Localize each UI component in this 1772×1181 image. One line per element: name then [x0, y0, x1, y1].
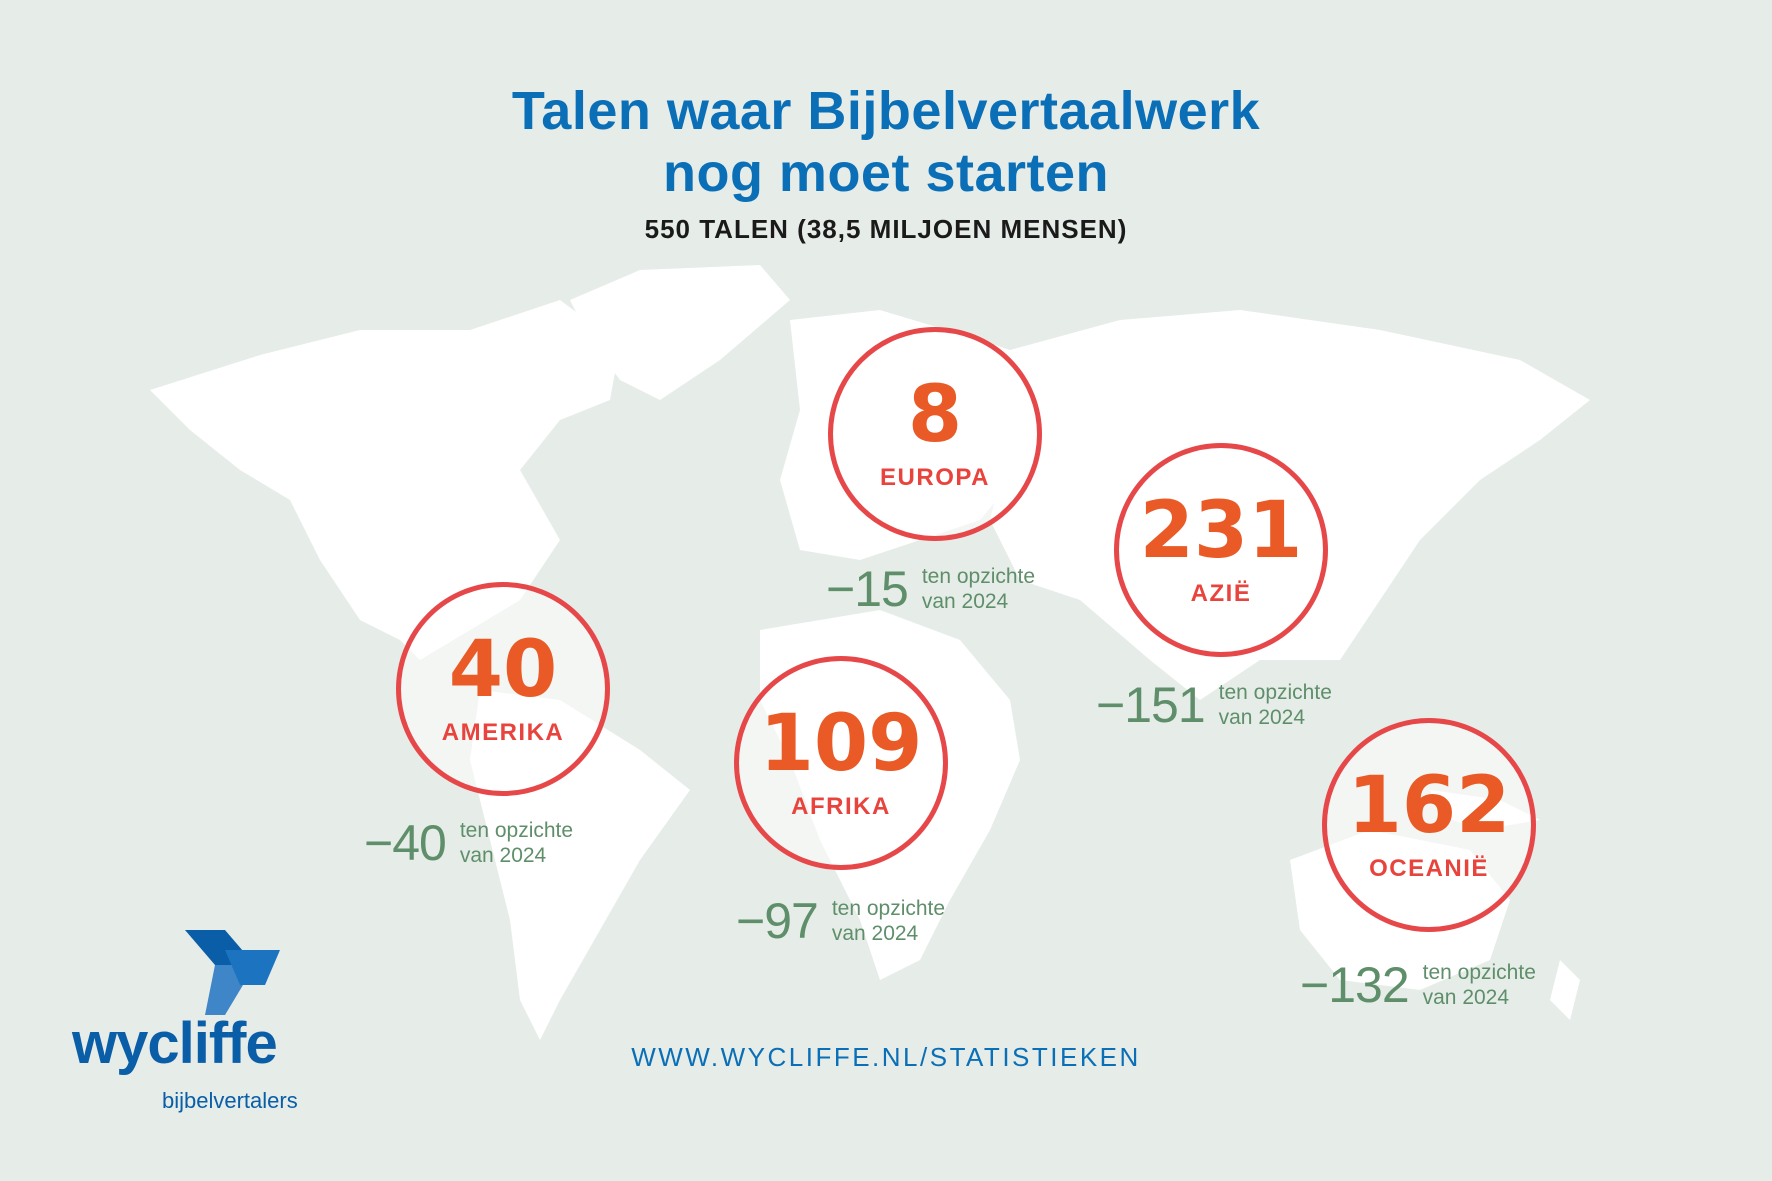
change-value-oceanie: −132	[1300, 957, 1410, 1013]
change-note-line-2: van 2024	[831, 922, 919, 945]
region-name-afrika: AFRIKA	[791, 793, 891, 820]
change-value-europa: −15	[826, 561, 909, 617]
footer-url[interactable]: WWW.WYCLIFFE.NL/STATISTIEKEN	[631, 1042, 1141, 1072]
region-circle-afrika: 109 AFRIKA	[734, 656, 948, 870]
greenland-landmass	[570, 265, 790, 400]
change-note-line-2: van 2024	[1422, 986, 1510, 1009]
north-america-landmass	[150, 300, 620, 660]
change-note-azie: ten opzichte van 2024	[1219, 680, 1332, 730]
change-note-amerika: ten opzichte van 2024	[460, 818, 573, 868]
region-circle-oceanie: 162 OCEANIË	[1322, 718, 1536, 932]
change-note-line-1: ten opzichte	[831, 897, 946, 920]
change-afrika: −97 ten opzichte van 2024	[736, 892, 945, 950]
change-value-azie: −151	[1096, 677, 1206, 733]
region-count-amerika: 40	[448, 625, 558, 715]
new-zealand-landmass	[1550, 960, 1580, 1020]
change-note-line-1: ten opzichte	[459, 819, 574, 842]
subtitle: 550 TALEN (38,5 MILJOEN MENSEN)	[644, 214, 1128, 244]
region-name-oceanie: OCEANIË	[1369, 855, 1489, 882]
logo-wordmark: wycliffe	[72, 1011, 278, 1076]
region-count-europa: 8	[907, 370, 963, 460]
change-note-oceanie: ten opzichte van 2024	[1423, 960, 1536, 1010]
change-note-line-2: van 2024	[459, 844, 547, 867]
change-europa: −15 ten opzichte van 2024	[826, 560, 1035, 618]
change-note-line-2: van 2024	[1218, 706, 1306, 729]
region-count-afrika: 109	[759, 699, 923, 789]
change-note-line-2: van 2024	[921, 590, 1009, 613]
change-note-line-1: ten opzichte	[921, 565, 1036, 588]
change-note-line-1: ten opzichte	[1422, 961, 1536, 984]
title-line-2: nog moet starten	[662, 143, 1110, 203]
change-oceanie: −132 ten opzichte van 2024	[1300, 956, 1536, 1014]
change-note-europa: ten opzichte van 2024	[922, 564, 1035, 614]
change-amerika: −40 ten opzichte van 2024	[364, 814, 573, 872]
page-title: Talen waar Bijbelvertaalwerk nog moet st…	[0, 80, 1772, 204]
region-circle-amerika: 40 AMERIKA	[396, 582, 610, 796]
region-name-amerika: AMERIKA	[441, 719, 565, 746]
wycliffe-logo-mark-icon	[185, 930, 280, 1015]
change-azie: −151 ten opzichte van 2024	[1096, 676, 1332, 734]
region-name-europa: EUROPA	[880, 464, 990, 491]
change-value-amerika: −40	[364, 815, 447, 871]
change-note-afrika: ten opzichte van 2024	[832, 896, 945, 946]
title-line-1: Talen waar Bijbelvertaalwerk	[511, 81, 1261, 141]
region-circle-azie: 231 AZIË	[1114, 443, 1328, 657]
region-circle-europa: 8 EUROPA	[828, 327, 1042, 541]
region-name-azie: AZIË	[1190, 580, 1252, 607]
change-value-afrika: −97	[736, 893, 819, 949]
region-count-oceanie: 162	[1347, 761, 1511, 851]
region-count-azie: 231	[1139, 486, 1303, 576]
logo-tagline: bijbelvertalers	[162, 1088, 298, 1113]
change-note-line-1: ten opzichte	[1218, 681, 1332, 704]
